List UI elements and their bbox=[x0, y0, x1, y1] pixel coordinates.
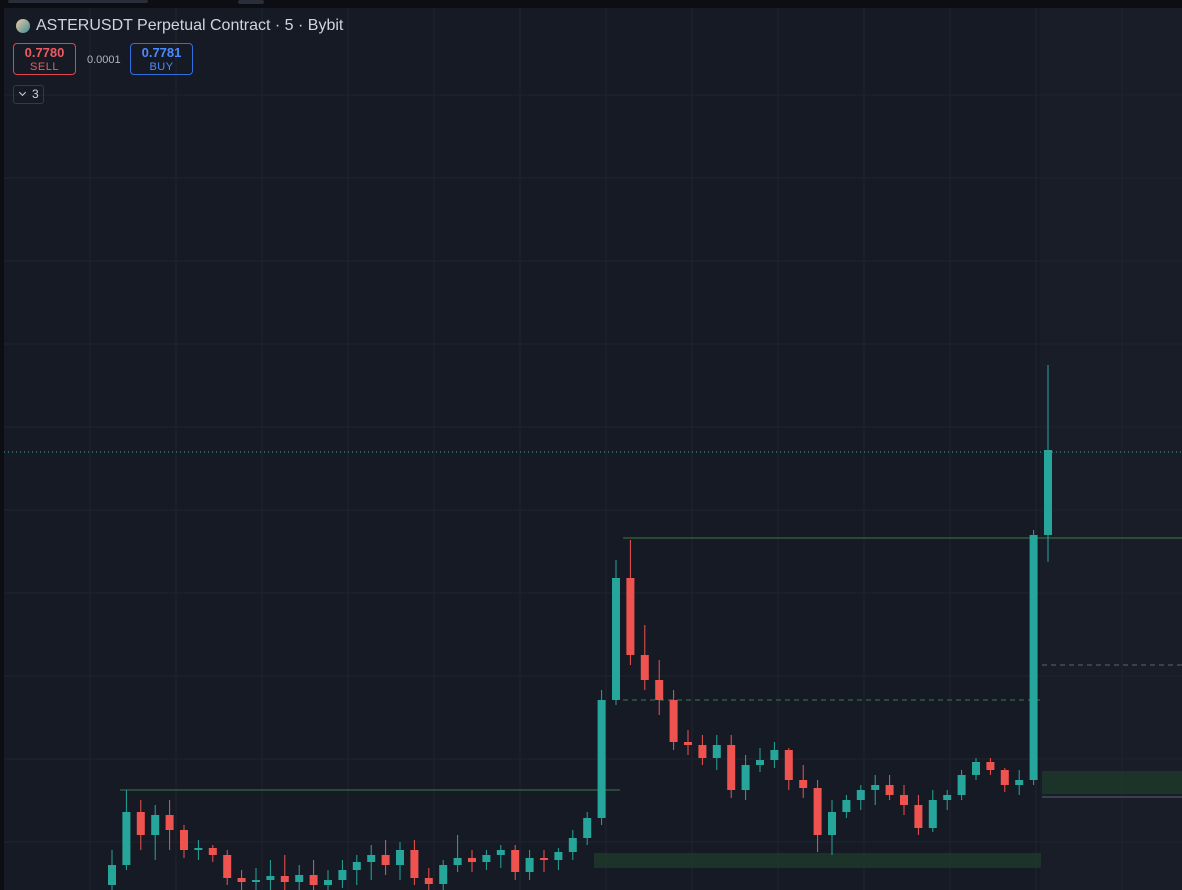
candle-body bbox=[252, 880, 260, 882]
candle-body bbox=[396, 850, 404, 865]
candle-body bbox=[828, 812, 836, 835]
candle-body bbox=[1029, 535, 1038, 780]
candle-body bbox=[151, 815, 160, 835]
candle-body bbox=[266, 876, 275, 880]
symbol-title: ASTERUSDT Perpetual Contract · 5 · Bybit bbox=[36, 17, 344, 34]
candle-body bbox=[280, 876, 289, 882]
grid bbox=[4, 8, 1182, 890]
candle-body bbox=[640, 655, 649, 680]
candle-body bbox=[741, 765, 750, 790]
top-bar bbox=[0, 0, 1182, 8]
candle-body bbox=[856, 790, 865, 800]
candle-body bbox=[1044, 450, 1052, 535]
candle-body bbox=[842, 800, 851, 812]
candle-body bbox=[324, 880, 332, 885]
candle-body bbox=[813, 788, 822, 835]
candle-body bbox=[684, 742, 692, 745]
candle-body bbox=[568, 838, 577, 852]
candle-body bbox=[136, 812, 145, 835]
candle-body bbox=[410, 850, 419, 878]
candle-body bbox=[727, 745, 736, 790]
candle-body bbox=[986, 762, 995, 770]
candle-body bbox=[381, 855, 390, 865]
buy-price: 0.7781 bbox=[141, 45, 182, 60]
left-border bbox=[0, 8, 4, 890]
candle-body bbox=[338, 870, 347, 880]
candle-body bbox=[223, 855, 232, 878]
candle-body bbox=[540, 858, 548, 860]
buy-button[interactable]: 0.7781 BUY bbox=[130, 43, 193, 75]
candle-body bbox=[972, 762, 980, 775]
symbol-logo bbox=[16, 19, 30, 33]
candle-body bbox=[453, 858, 462, 865]
spread: 0.0001 bbox=[87, 54, 121, 66]
session-highlight bbox=[1040, 8, 1182, 890]
candle-body bbox=[914, 805, 923, 828]
candle-body bbox=[439, 865, 448, 884]
candle-body bbox=[583, 818, 592, 838]
candle-body bbox=[928, 800, 937, 828]
candle-body bbox=[309, 875, 318, 885]
demand-zone bbox=[594, 853, 1041, 868]
candle-body bbox=[871, 785, 880, 790]
sell-price: 0.7780 bbox=[24, 45, 65, 60]
sell-label: SELL bbox=[30, 61, 59, 73]
buy-label: BUY bbox=[149, 61, 174, 73]
candle-body bbox=[770, 750, 779, 760]
candle-body bbox=[597, 700, 606, 818]
candle-body bbox=[612, 578, 620, 700]
candle-body bbox=[208, 848, 217, 855]
candle-body bbox=[799, 780, 808, 788]
candle-body bbox=[424, 878, 433, 884]
demand-zone bbox=[1042, 771, 1182, 794]
candle-body bbox=[108, 865, 116, 885]
candle-body bbox=[525, 858, 534, 872]
tab bbox=[238, 0, 264, 4]
candle-body bbox=[482, 855, 491, 862]
candle-body bbox=[295, 875, 304, 882]
candle-body bbox=[900, 795, 908, 805]
candle-body bbox=[122, 812, 131, 865]
candles bbox=[108, 365, 1052, 890]
candle-body bbox=[1000, 770, 1009, 785]
candle-body bbox=[943, 795, 952, 800]
candle-body bbox=[511, 850, 520, 872]
symbol-header: ASTERUSDT Perpetual Contract · 5 · Bybit bbox=[16, 17, 343, 35]
candle-body bbox=[669, 700, 678, 742]
candle-body bbox=[655, 680, 664, 700]
candle-body bbox=[756, 760, 764, 765]
candle-body bbox=[1015, 780, 1024, 785]
tab bbox=[8, 0, 148, 3]
candle-body bbox=[194, 848, 203, 850]
candle-body bbox=[180, 830, 188, 850]
candle-body bbox=[885, 785, 894, 795]
candle-body bbox=[237, 878, 246, 882]
candle-body bbox=[784, 750, 793, 780]
indicator-toggle[interactable]: 3 bbox=[13, 85, 44, 104]
sell-button[interactable]: 0.7780 SELL bbox=[13, 43, 76, 75]
candle-body bbox=[367, 855, 376, 862]
candle-body bbox=[554, 852, 563, 860]
candle-body bbox=[626, 578, 635, 655]
candle-body bbox=[352, 862, 361, 870]
candle-body bbox=[957, 775, 966, 795]
candle-body bbox=[165, 815, 174, 830]
candle-body bbox=[468, 858, 476, 862]
candle-body bbox=[698, 745, 707, 758]
candle-body bbox=[712, 745, 721, 758]
candle-body bbox=[496, 850, 505, 855]
